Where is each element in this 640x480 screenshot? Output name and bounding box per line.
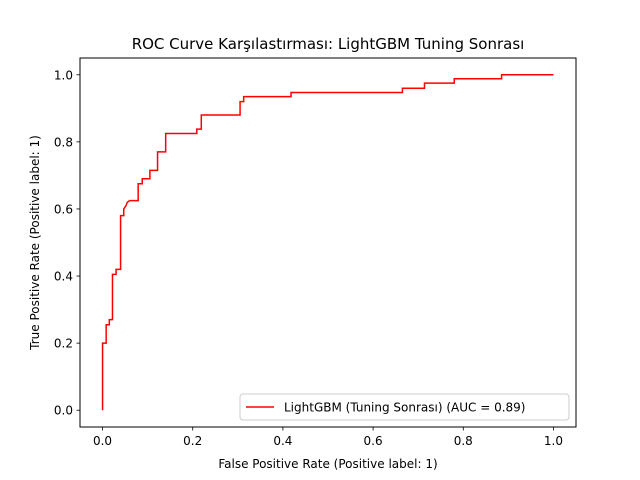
y-tick-label: 1.0 bbox=[54, 68, 73, 82]
roc-curve-line bbox=[101, 74, 554, 411]
x-tick-label: 0.0 bbox=[93, 434, 112, 448]
y-tick-label: 0.8 bbox=[54, 135, 73, 149]
curve-layer bbox=[101, 74, 554, 411]
y-axis: 0.0 0.2 0.4 0.6 0.8 1.0 bbox=[54, 68, 80, 418]
y-tick-label: 0.4 bbox=[54, 270, 73, 284]
x-tick-label: 0.2 bbox=[183, 434, 202, 448]
axes-background bbox=[80, 58, 576, 427]
legend-box bbox=[239, 393, 570, 421]
x-tick-label: 0.4 bbox=[273, 434, 292, 448]
y-tick-label: 0.0 bbox=[54, 404, 73, 418]
legend-label: LightGBM (Tuning Sonrası) (AUC = 0.89) bbox=[284, 401, 526, 415]
x-axis: 0.0 0.2 0.4 0.6 0.8 1.0 bbox=[93, 427, 563, 448]
x-tick-label: 0.8 bbox=[454, 434, 473, 448]
legend: LightGBM (Tuning Sonrası) (AUC = 0.89) bbox=[239, 393, 570, 421]
plot-area bbox=[79, 57, 577, 428]
y-axis-label: True Positive Rate (Positive label: 1) bbox=[28, 135, 42, 351]
axes-frame bbox=[79, 57, 577, 428]
x-tick-label: 0.6 bbox=[364, 434, 383, 448]
x-axis-label: False Positive Rate (Positive label: 1) bbox=[218, 457, 437, 471]
x-tick-label: 1.0 bbox=[544, 434, 563, 448]
chart-title: ROC Curve Karşılastırması: LightGBM Tuni… bbox=[132, 35, 525, 53]
y-tick-label: 0.6 bbox=[54, 202, 73, 216]
y-tick-label: 0.2 bbox=[54, 337, 73, 351]
